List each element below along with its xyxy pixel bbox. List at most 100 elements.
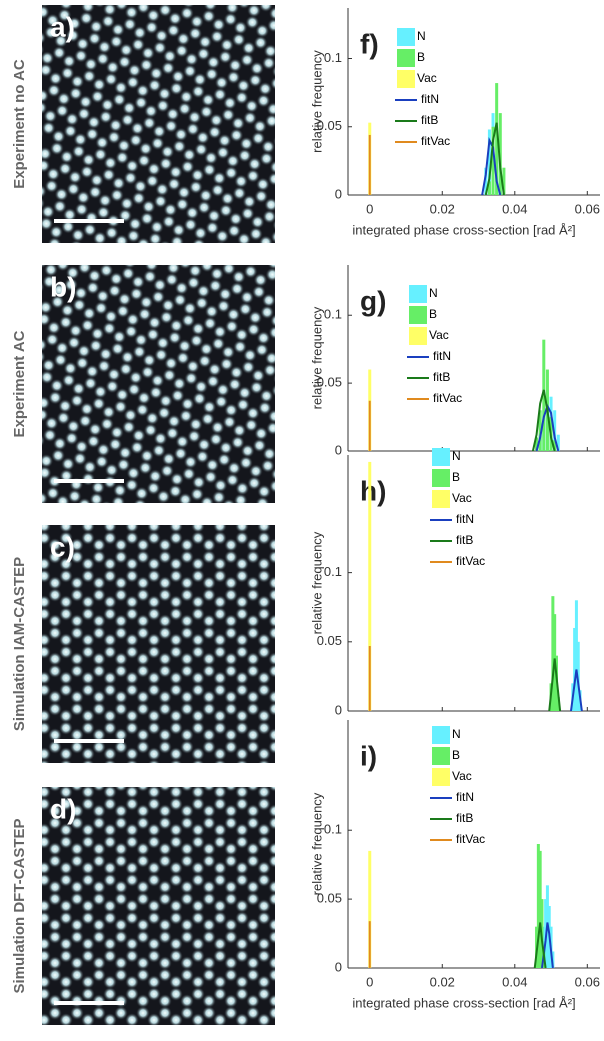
panel-caption: Simulation DFT-CASTEP (11, 818, 28, 993)
fit-line (481, 137, 502, 196)
y-tick-label: 0 (335, 702, 342, 717)
legend-label: fitVac (433, 391, 462, 405)
chart-label: g) (360, 285, 386, 316)
legend-swatch (409, 285, 427, 303)
legend-label: fitB (421, 113, 438, 127)
legend-swatch (397, 28, 415, 46)
y-tick-label: 0.1 (324, 307, 342, 322)
legend-label: fitVac (456, 554, 485, 568)
micrograph (42, 787, 275, 1025)
hist-bar (551, 596, 555, 711)
y-tick-label: 0.1 (324, 564, 342, 579)
fit-line (540, 922, 554, 969)
legend-label: fitB (456, 811, 473, 825)
hist-bar (484, 167, 488, 195)
legend-label: B (429, 307, 437, 321)
legend-label: B (452, 470, 460, 484)
legend-swatch (432, 490, 450, 508)
micrograph (42, 265, 275, 503)
hist-bar (574, 600, 578, 711)
hist-bar (538, 410, 542, 451)
hist-bar (487, 129, 491, 195)
x-tick-label: 0.02 (430, 974, 455, 989)
y-tick-label: 0.05 (317, 118, 342, 133)
micrograph (42, 5, 275, 243)
legend-label: fitN (456, 512, 474, 526)
plot-area (348, 455, 600, 711)
legend-swatch (432, 768, 450, 786)
x-tick-label: 0 (366, 974, 373, 989)
panel-label: c) (50, 531, 75, 562)
hist-bar (556, 434, 560, 451)
hist-bar (502, 167, 506, 195)
hist-bar (556, 697, 560, 711)
legend-label: Vac (429, 328, 449, 342)
y-tick-label: 0 (335, 959, 342, 974)
x-tick-label: 0 (366, 201, 373, 216)
legend-swatch (409, 327, 427, 345)
legend-label: B (452, 748, 460, 762)
fit-line (548, 658, 562, 712)
hist-bar (498, 113, 502, 195)
hist-bar (491, 126, 495, 195)
fit-line (484, 122, 505, 196)
y-axis-label: relative frequency (309, 792, 324, 895)
plot-area (348, 8, 600, 195)
legend-swatch (432, 469, 450, 487)
fit-line (531, 389, 556, 452)
chart-label: f) (360, 28, 379, 59)
panel-label: a) (50, 11, 75, 42)
legend-label: fitB (456, 533, 473, 547)
y-axis-label: relative frequency (309, 531, 324, 634)
panel-caption: Experiment AC (11, 330, 28, 437)
hist-bar (368, 461, 372, 711)
y-axis-label: relative frequency (309, 50, 324, 153)
panel-label: d) (50, 793, 76, 824)
legend-label: fitB (433, 370, 450, 384)
hist-bar (538, 850, 542, 968)
panel-caption: Experiment no AC (11, 59, 28, 189)
legend-label: fitVac (456, 832, 485, 846)
legend-swatch (397, 70, 415, 88)
panel-caption: Simulation IAM-CASTEP (11, 557, 28, 731)
plot-area (348, 265, 600, 451)
legend-swatch (432, 448, 450, 466)
legend-label: Vac (452, 491, 472, 505)
legend-label: Vac (417, 71, 437, 85)
fit-line (533, 922, 547, 969)
legend-label: Vac (452, 769, 472, 783)
legend-label: N (429, 286, 438, 300)
y-tick-label: 0 (335, 186, 342, 201)
chart-label: i) (360, 740, 377, 771)
plot-area (348, 720, 600, 968)
legend-label: fitN (456, 790, 474, 804)
y-tick-label: 0.1 (324, 822, 342, 837)
legend-label: fitN (421, 92, 439, 106)
panel-label: b) (50, 271, 76, 302)
chart-label: h) (360, 475, 386, 506)
y-tick-label: 0.05 (317, 633, 342, 648)
y-tick-label: 0.05 (317, 375, 342, 390)
hist-bar (495, 83, 499, 195)
hist-bar (487, 181, 491, 195)
legend-swatch (409, 306, 427, 324)
legend-swatch (397, 49, 415, 67)
y-tick-label: 0.1 (324, 50, 342, 65)
hist-bar (553, 440, 557, 451)
x-tick-label: 0.06 (575, 974, 600, 989)
micrograph (42, 525, 275, 763)
y-tick-label: 0.05 (317, 891, 342, 906)
y-axis-label: relative frequency (309, 306, 324, 409)
hist-bar (536, 844, 540, 968)
x-tick-label: 0.06 (575, 201, 600, 216)
x-tick-label: 0.04 (502, 201, 527, 216)
legend-label: B (417, 50, 425, 64)
legend-label: N (452, 449, 461, 463)
hist-bar (368, 850, 372, 968)
x-tick-label: 0.04 (502, 974, 527, 989)
fit-line (570, 669, 583, 712)
legend-swatch (432, 747, 450, 765)
hist-bar (535, 437, 539, 451)
